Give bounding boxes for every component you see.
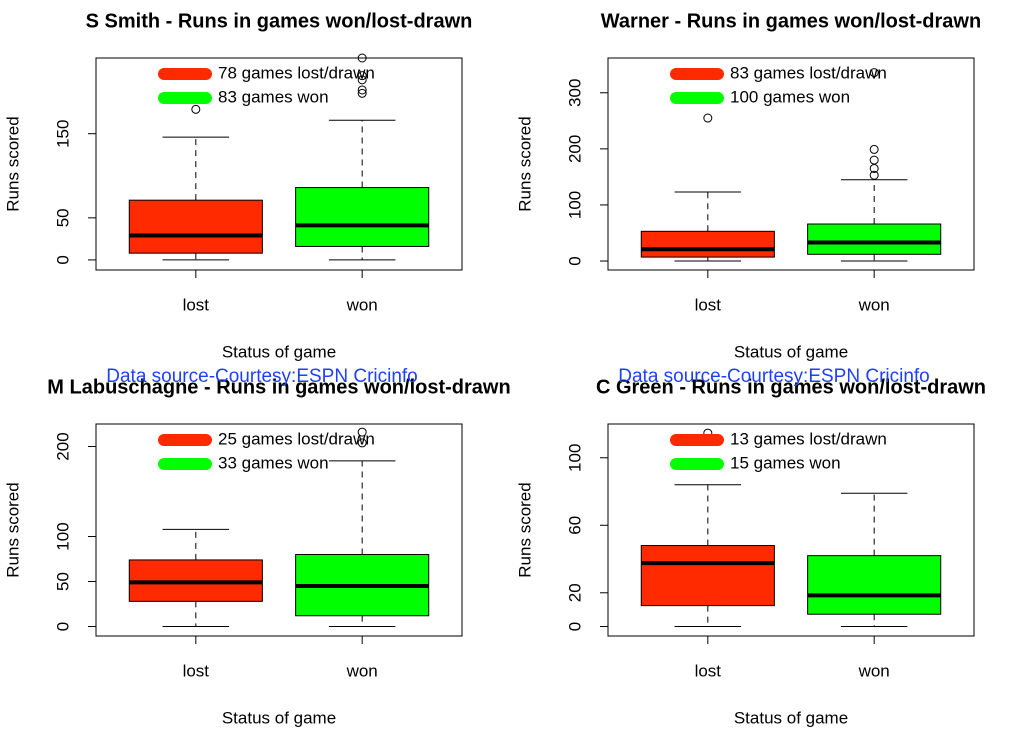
y-tick-label: 50 xyxy=(53,208,72,227)
x-tick-label: won xyxy=(346,661,378,680)
x-tick-label: lost xyxy=(183,295,210,314)
box xyxy=(807,555,942,615)
chart: Warner - Runs in games won/lost-drawn Run… xyxy=(515,10,981,361)
box xyxy=(128,199,263,254)
x-tick-label: won xyxy=(346,295,378,314)
x-tick-label: lost xyxy=(695,295,722,314)
legend-label: 15 games won xyxy=(730,453,841,472)
box xyxy=(640,230,775,258)
outlier xyxy=(703,113,713,123)
y-tick-label: 0 xyxy=(565,622,584,631)
annotation: Data source-Courtesy:ESPN Cricinfo xyxy=(106,366,418,387)
chart: C Green - Runs in games won/lost-drawn Ru… xyxy=(515,376,986,727)
y-tick-label: 200 xyxy=(53,432,72,460)
y-tick-label: 20 xyxy=(565,583,584,602)
legend-label: 100 games won xyxy=(730,87,850,106)
y-tick-label: 0 xyxy=(565,256,584,265)
outlier xyxy=(869,163,879,173)
x-tick-label: won xyxy=(858,661,890,680)
y-tick-label: 200 xyxy=(565,135,584,163)
legend-label: 33 games won xyxy=(218,453,329,472)
chart-title: M Labuschagne - Runs in games won/lost-d… xyxy=(47,376,510,398)
y-tick-label: 100 xyxy=(565,444,584,472)
y-tick-label: 60 xyxy=(565,516,584,535)
box xyxy=(640,545,775,607)
x-tick-label: lost xyxy=(695,661,722,680)
legend-label: 83 games won xyxy=(218,87,329,106)
x-axis-label: Status of game xyxy=(222,342,336,361)
outlier xyxy=(357,438,367,448)
y-tick-label: 100 xyxy=(565,191,584,219)
outlier xyxy=(357,75,367,85)
y-tick-label: 0 xyxy=(53,622,72,631)
outlier xyxy=(357,427,367,437)
legend-label: 83 games lost/drawn xyxy=(730,63,887,82)
outlier xyxy=(357,88,367,98)
chart-title: S Smith - Runs in games won/lost-drawn xyxy=(86,10,473,32)
x-tick-label: lost xyxy=(183,661,210,680)
y-tick-label: 50 xyxy=(53,572,72,591)
legend-label: 25 games lost/drawn xyxy=(218,429,375,448)
legend-label: 13 games lost/drawn xyxy=(730,429,887,448)
y-tick-label: 0 xyxy=(53,255,72,264)
y-axis-label: Runs scored xyxy=(3,116,22,211)
annotation: Data source-Courtesy:ESPN Cricinfo xyxy=(618,366,930,387)
outlier xyxy=(191,104,201,114)
x-axis-label: Status of game xyxy=(222,708,336,727)
x-tick-label: won xyxy=(858,295,890,314)
outlier xyxy=(357,71,367,81)
y-tick-label: 300 xyxy=(565,79,584,107)
chart-title: C Green - Runs in games won/lost-drawn xyxy=(596,376,986,398)
plot-frame xyxy=(95,423,463,637)
box xyxy=(295,187,430,247)
outlier xyxy=(869,155,879,165)
x-axis-label: Status of game xyxy=(734,708,848,727)
y-axis-label: Runs scored xyxy=(515,482,534,577)
y-tick-label: 150 xyxy=(53,120,72,148)
chart: M Labuschagne - Runs in games won/lost-d… xyxy=(3,376,510,727)
plot-frame xyxy=(607,423,975,637)
outlier xyxy=(357,53,367,63)
x-axis-label: Status of game xyxy=(734,342,848,361)
legend-label: 78 games lost/drawn xyxy=(218,63,375,82)
plot-frame xyxy=(607,57,975,271)
chart-title: Warner - Runs in games won/lost-drawn xyxy=(601,10,981,32)
box xyxy=(807,223,942,255)
chart: S Smith - Runs in games won/lost-drawn Ru… xyxy=(3,10,472,361)
y-axis-label: Runs scored xyxy=(515,116,534,211)
outlier xyxy=(869,144,879,154)
outlier xyxy=(869,68,879,78)
outlier xyxy=(869,170,879,180)
y-axis-label: Runs scored xyxy=(3,482,22,577)
outlier xyxy=(357,85,367,95)
y-tick-label: 100 xyxy=(53,522,72,550)
plot-frame xyxy=(95,57,463,271)
